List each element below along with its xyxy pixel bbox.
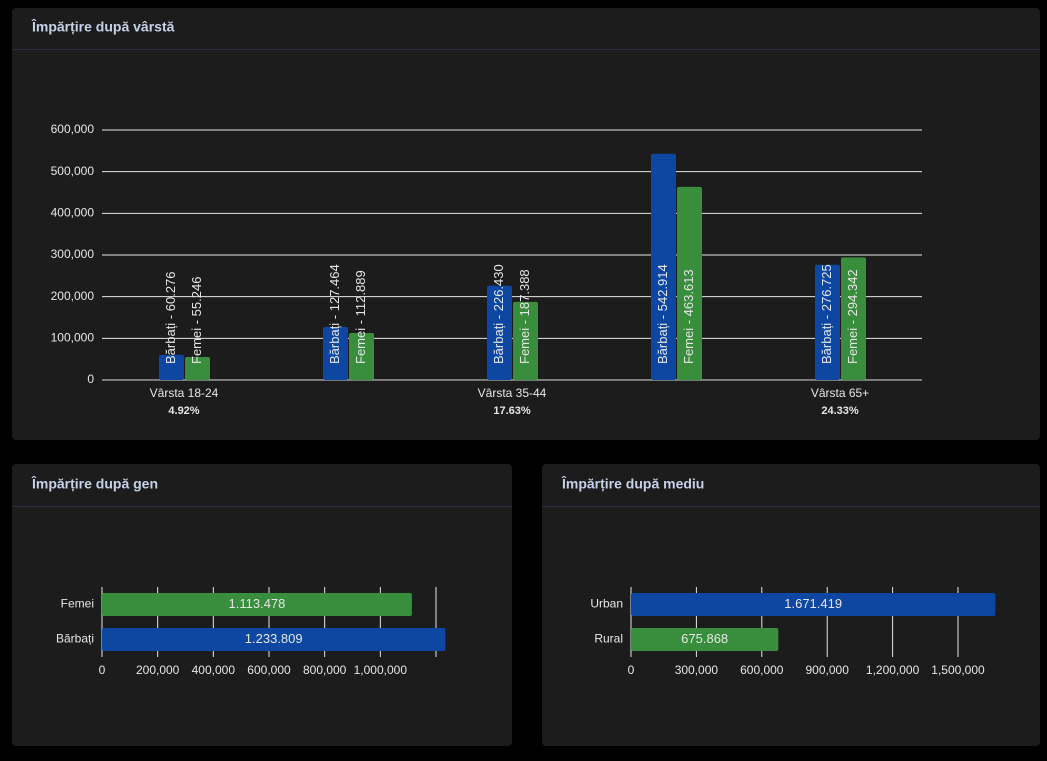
- y-tick-label: Femei: [61, 597, 94, 611]
- y-tick-label: 500,000: [51, 164, 95, 178]
- x-tick-label: 1,200,000: [866, 663, 920, 677]
- panel-title: Împărțire după mediu: [561, 475, 704, 492]
- value-label: 675.868: [681, 631, 728, 646]
- bar: [159, 354, 184, 380]
- bar: [102, 593, 412, 616]
- x-tick-label: 0: [628, 663, 635, 677]
- x-tick-label: 1,000,000: [354, 663, 408, 677]
- y-tick-label: Urban: [590, 597, 623, 611]
- x-tick-label: 600,000: [247, 663, 291, 677]
- bar: [677, 186, 702, 380]
- value-label: Bărbați - 276.725: [819, 264, 834, 364]
- bar: [185, 356, 210, 380]
- bar: [841, 257, 866, 380]
- y-tick-label: 600,000: [51, 122, 95, 136]
- x-tick-label: 0: [99, 663, 106, 677]
- x-tick-label: 1,500,000: [931, 663, 985, 677]
- bar: [487, 285, 512, 380]
- panel: [12, 8, 1040, 440]
- x-tick-label: 800,000: [303, 663, 347, 677]
- y-tick-label: 300,000: [51, 247, 95, 261]
- x-tick-label: Vârsta 65+: [811, 386, 869, 400]
- bar: [323, 326, 348, 380]
- y-tick-label: 400,000: [51, 206, 95, 220]
- value-label: Femei - 294.342: [845, 269, 860, 364]
- y-tick-label: 200,000: [51, 289, 95, 303]
- value-label: Bărbați - 226.430: [491, 264, 506, 364]
- value-label: Femei - 55.246: [189, 277, 204, 364]
- x-tick-label: Vârsta 18-24: [150, 386, 219, 400]
- y-tick-label: Rural: [594, 632, 623, 646]
- bar: [513, 301, 538, 380]
- bar: [349, 332, 374, 380]
- bar: [651, 153, 676, 380]
- bar: [815, 264, 840, 380]
- x-tick-label: 400,000: [192, 663, 236, 677]
- panel-title: Împărțire după gen: [31, 475, 158, 492]
- value-label: Bărbați - 542.914: [655, 264, 670, 364]
- bar: [631, 593, 996, 616]
- bar: [631, 628, 779, 651]
- value-label: Femei - 463.613: [681, 269, 696, 364]
- x-sublabel: 24.33%: [821, 405, 859, 417]
- x-tick-label: Vârsta 35-44: [478, 386, 547, 400]
- x-tick-label: 900,000: [806, 663, 850, 677]
- x-sublabel: 4.92%: [168, 405, 199, 417]
- y-tick-label: 100,000: [51, 331, 95, 345]
- x-sublabel: 17.63%: [493, 405, 531, 417]
- value-label: Femei - 112.889: [353, 270, 368, 364]
- value-label: 1.233.809: [245, 631, 303, 646]
- bar: [102, 628, 446, 651]
- value-label: Femei - 187.388: [517, 269, 532, 364]
- panel-title: Împărțire după vârstă: [31, 18, 175, 35]
- x-tick-label: 300,000: [675, 663, 719, 677]
- x-tick-label: 200,000: [136, 663, 180, 677]
- x-tick-label: 600,000: [740, 663, 784, 677]
- value-label: Bărbați - 127.464: [327, 264, 342, 364]
- value-label: 1.113.478: [229, 596, 286, 611]
- value-label: 1.671.419: [784, 596, 842, 611]
- y-tick-label: 0: [87, 372, 94, 386]
- y-tick-label: Bărbați: [56, 632, 94, 646]
- value-label: Bărbați - 60.276: [163, 271, 178, 364]
